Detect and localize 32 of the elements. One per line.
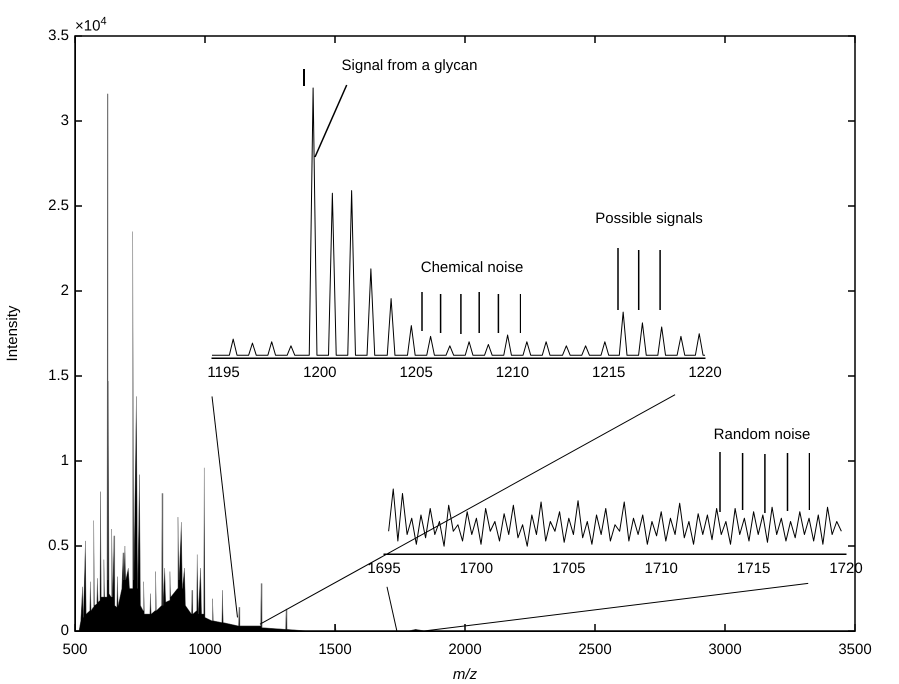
x-tick-label: 1210 xyxy=(496,364,530,382)
annotation: Possible signals xyxy=(595,210,703,228)
y-tick-label: 0 xyxy=(60,622,69,640)
x-tick-label: 1200 xyxy=(303,364,337,382)
x-tick-label: 1695 xyxy=(367,560,401,578)
x-tick-label: 1705 xyxy=(552,560,586,578)
y-tick-label: 1.5 xyxy=(48,367,69,384)
y-axis-title: Intensity xyxy=(4,305,22,362)
x-tick-label: 1710 xyxy=(644,560,678,578)
y-tick-label: 2 xyxy=(60,282,69,300)
y-tick-label: 1 xyxy=(60,452,69,470)
x-tick-label: 3000 xyxy=(708,641,742,658)
x-tick-label: 1205 xyxy=(399,364,433,382)
x-tick-label: 1220 xyxy=(688,364,722,382)
annotation: Chemical noise xyxy=(420,259,524,276)
y-tick-label: 3.5 xyxy=(48,27,69,44)
annotation: Signal from a glycan xyxy=(342,57,478,74)
y-tick-label: 0.5 xyxy=(48,537,69,554)
x-tick-label: 1700 xyxy=(460,560,494,578)
annotation: Random noise xyxy=(714,426,810,444)
x-tick-label: 2500 xyxy=(578,641,612,658)
x-tick-label: 1215 xyxy=(592,364,626,382)
x-tick-label: 1195 xyxy=(207,364,240,382)
y-tick-label: 3 xyxy=(60,112,69,130)
x-tick-label: 1715 xyxy=(736,560,770,578)
x-tick-label: 1500 xyxy=(318,641,352,658)
x-tick-label: 500 xyxy=(62,641,88,658)
x-axis-title: m/z xyxy=(452,666,478,684)
x-tick-label: 1000 xyxy=(188,641,222,658)
x-tick-label: 3500 xyxy=(838,641,872,658)
x-tick-label: 2000 xyxy=(448,641,482,658)
y-tick-label: 2.5 xyxy=(48,197,69,214)
